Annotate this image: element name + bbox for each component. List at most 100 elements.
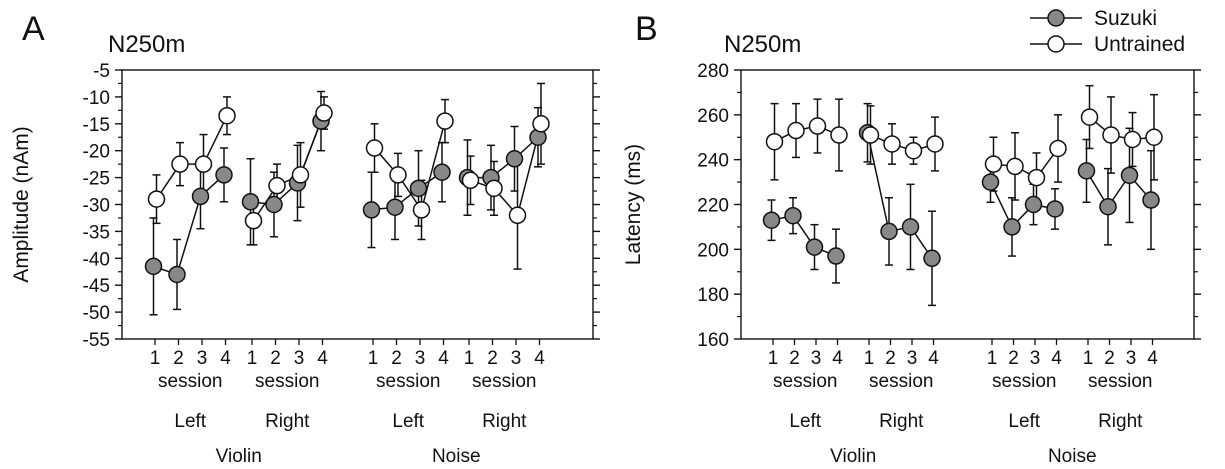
x-tick-label: 2 (789, 348, 800, 369)
stimulus-label: Noise (432, 446, 481, 467)
x-tick-label: 4 (1051, 348, 1062, 369)
suzuki-point (901, 218, 920, 236)
suzuki-point (827, 247, 845, 265)
stimulus-label: Violin (830, 446, 876, 467)
series-line (1089, 116, 1155, 141)
series-line (470, 123, 542, 217)
untrained-point (830, 126, 848, 144)
session-label: session (472, 371, 536, 392)
suzuki-point (168, 265, 186, 284)
series-line (774, 125, 840, 143)
untrained-point (532, 115, 550, 133)
x-tick-label: 1 (1083, 348, 1094, 369)
series-line (250, 120, 322, 206)
series-line (155, 115, 228, 200)
untrained-point (244, 211, 263, 230)
plot-frame (740, 69, 1195, 340)
untrained-point (461, 171, 480, 190)
x-tick-label: 4 (1147, 348, 1158, 369)
suzuki-point (215, 166, 233, 184)
session-label: session (1088, 371, 1152, 392)
x-tick-label: 4 (832, 348, 843, 369)
x-tick-label: 4 (928, 348, 939, 369)
x-tick-label: 1 (150, 348, 161, 369)
session-label: session (376, 371, 440, 392)
session-label: session (992, 371, 1056, 392)
session-label: session (773, 371, 837, 392)
untrained-point (1049, 139, 1067, 158)
suzuki-point (433, 163, 451, 181)
suzuki-point (144, 257, 163, 276)
suzuki-point (981, 173, 1000, 191)
side-label: Right (265, 411, 310, 432)
y-tick-label: 200 (697, 240, 729, 261)
suzuki-point (762, 211, 781, 229)
session-label: session (869, 371, 933, 392)
suzuki-point (805, 238, 824, 256)
suzuki-point (1120, 166, 1139, 185)
untrained-point (268, 176, 286, 195)
side-label: Left (392, 411, 424, 432)
series-line (467, 136, 539, 179)
suzuki-point (1142, 191, 1160, 209)
x-tick-label: 4 (220, 348, 231, 369)
untrained-point (291, 166, 310, 184)
x-tick-label: 2 (1104, 348, 1115, 369)
x-tick-label: 3 (1030, 348, 1041, 369)
x-tick-label: 2 (885, 348, 896, 369)
legend: Suzuki Untrained (1030, 7, 1185, 56)
side-label: Right (482, 411, 527, 432)
side-label: Left (174, 411, 206, 432)
series-line (866, 132, 933, 259)
y-tick-label: -25 (83, 169, 110, 190)
suzuki-point (362, 201, 381, 219)
untrained-point (984, 155, 1003, 173)
untrained-point (436, 112, 454, 130)
untrained-point (1080, 108, 1099, 126)
y-tick-label: -50 (83, 303, 110, 324)
side-label: Left (1008, 411, 1040, 432)
side-label: Left (789, 411, 821, 432)
y-tick-label: -20 (83, 142, 110, 163)
stimulus-label: Violin (216, 446, 262, 467)
x-tick-label: 3 (294, 348, 305, 369)
x-tick-label: 3 (1126, 348, 1137, 369)
y-tick-label: 180 (697, 285, 729, 306)
x-tick-label: 1 (864, 348, 875, 369)
y-tick-label: -30 (83, 196, 110, 217)
untrained-point (926, 135, 944, 153)
stimulus-label: Noise (1048, 446, 1097, 467)
side-label: Right (879, 411, 924, 432)
x-tick-label: 1 (464, 348, 475, 369)
suzuki-point (1003, 218, 1021, 236)
untrained-point (171, 155, 189, 173)
suzuki-point (1024, 195, 1043, 214)
untrained-point (765, 132, 784, 151)
untrained-point (808, 117, 827, 135)
untrained-point (218, 106, 236, 125)
x-tick-label: 3 (811, 348, 822, 369)
series-line (1085, 170, 1152, 209)
untrained-point (904, 141, 923, 160)
legend-label: Untrained (1094, 33, 1185, 56)
suzuki-point (880, 222, 898, 241)
x-tick-label: 2 (487, 348, 498, 369)
y-tick-label: 240 (697, 151, 729, 172)
suzuki-point (191, 187, 210, 206)
session-label: session (255, 371, 319, 392)
legend-marker (1047, 35, 1065, 53)
untrained-point (485, 179, 503, 198)
x-tick-label: 4 (438, 348, 449, 369)
untrained-point (365, 139, 384, 157)
x-tick-label: 3 (197, 348, 208, 369)
series-line (993, 148, 1059, 179)
y-tick-label: 160 (697, 330, 729, 351)
legend-label: Suzuki (1094, 7, 1157, 30)
y-axis-label: Latency (ms) (622, 144, 645, 265)
suzuki-point (1099, 197, 1117, 216)
untrained-point (315, 104, 333, 122)
suzuki-point (386, 198, 404, 216)
untrained-point (861, 126, 880, 144)
y-tick-label: -10 (83, 88, 110, 109)
